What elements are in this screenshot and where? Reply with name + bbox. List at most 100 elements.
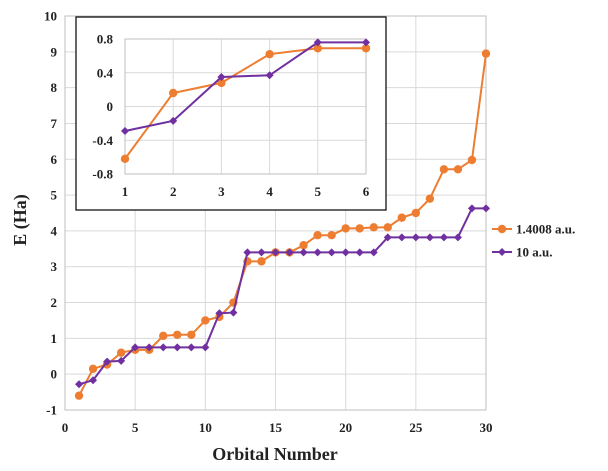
inset-plot-border xyxy=(124,38,367,175)
inset-data-point xyxy=(361,44,371,53)
data-point xyxy=(397,233,406,242)
x-axis-title: Orbital Number xyxy=(212,444,338,464)
inset-x-tick-label: 6 xyxy=(363,184,370,199)
data-point xyxy=(116,348,126,357)
data-point xyxy=(481,49,491,58)
data-point xyxy=(187,343,196,352)
legend-label: 10 a.u. xyxy=(516,245,552,260)
data-point xyxy=(173,330,182,339)
data-point xyxy=(271,248,280,257)
inset-y-tick-label: 0 xyxy=(107,99,114,114)
y-tick-label: 2 xyxy=(51,295,58,310)
inset-data-point xyxy=(169,116,178,125)
legend-marker xyxy=(497,224,507,234)
inset-x-tick-label: 5 xyxy=(315,184,322,199)
inset-data-point xyxy=(120,154,130,164)
y-axis-title: E (Ha) xyxy=(10,194,31,246)
data-point xyxy=(103,357,112,366)
main-series xyxy=(74,49,491,400)
data-point xyxy=(117,356,126,365)
legend-marker xyxy=(498,248,506,256)
data-point xyxy=(131,343,140,352)
y-tick-label: -1 xyxy=(46,403,57,418)
y-tick-label: 4 xyxy=(51,223,58,238)
data-point xyxy=(411,208,421,218)
legend-label: 1.4008 a.u. xyxy=(516,222,575,237)
inset-series-line xyxy=(124,47,366,160)
data-point xyxy=(285,248,294,257)
inset-data-point xyxy=(362,38,370,47)
data-point xyxy=(355,224,364,233)
inset-y-tick-label: 0.4 xyxy=(97,65,114,80)
data-point xyxy=(453,165,463,174)
inset-series-line xyxy=(124,41,366,132)
data-point xyxy=(299,241,308,250)
data-point xyxy=(341,224,350,233)
data-point xyxy=(74,391,84,400)
data-point xyxy=(229,308,238,317)
inset-data-point xyxy=(265,49,274,59)
data-point xyxy=(467,155,477,165)
data-point xyxy=(313,231,322,240)
inset-gridlines xyxy=(124,38,367,175)
inset-data-point xyxy=(217,72,226,81)
inset-data-point xyxy=(121,126,129,135)
data-point xyxy=(313,248,322,257)
inset-data-point xyxy=(217,78,226,88)
main-axes xyxy=(64,15,487,411)
x-tick-label: 30 xyxy=(480,420,493,435)
y-tick-label: 3 xyxy=(51,259,58,274)
data-point xyxy=(159,343,168,352)
y-tick-label: 0 xyxy=(51,367,58,382)
inset-series xyxy=(120,38,371,164)
inset-data-point xyxy=(265,71,274,80)
inset-data-point xyxy=(169,88,178,98)
data-point xyxy=(201,343,210,352)
data-point xyxy=(341,248,350,257)
data-point xyxy=(187,330,196,339)
data-point xyxy=(439,165,449,174)
data-point xyxy=(425,194,435,203)
data-point xyxy=(411,233,420,242)
data-point xyxy=(159,331,168,341)
data-point xyxy=(327,248,336,257)
inset-y-tick-label: -0.4 xyxy=(92,133,113,148)
y-tick-label: 8 xyxy=(51,80,58,95)
data-point xyxy=(88,364,98,374)
x-tick-label: 10 xyxy=(199,420,212,435)
inset-data-point xyxy=(313,44,322,53)
data-point xyxy=(467,204,476,213)
y-tick-label: 7 xyxy=(51,116,58,131)
data-point xyxy=(397,213,406,222)
data-point xyxy=(257,248,266,257)
y-tick-label: 1 xyxy=(51,331,58,346)
plot-area-border xyxy=(64,15,487,411)
data-point xyxy=(201,316,210,325)
x-tick-label: 15 xyxy=(269,420,283,435)
inset-y-tick-label: -0.8 xyxy=(92,167,113,182)
y-tick-label: 5 xyxy=(51,188,58,203)
data-point xyxy=(327,231,336,240)
data-point xyxy=(75,380,84,389)
y-tick-label: 9 xyxy=(51,44,58,59)
data-point xyxy=(425,233,434,242)
data-point xyxy=(215,309,224,318)
data-point xyxy=(369,248,378,257)
data-point xyxy=(173,343,182,352)
data-point xyxy=(145,343,154,352)
inset-x-tick-label: 4 xyxy=(266,184,273,199)
x-tick-label: 20 xyxy=(339,420,352,435)
legend: 1.4008 a.u. 10 a.u. xyxy=(492,222,575,260)
data-point xyxy=(89,376,98,385)
data-point xyxy=(439,233,448,242)
data-point xyxy=(482,204,490,213)
data-point xyxy=(369,223,378,232)
inset-x-tick-label: 1 xyxy=(122,184,129,199)
data-point xyxy=(243,248,252,257)
x-tick-label: 0 xyxy=(62,420,69,435)
inset-chart: -0.8 -0.4 0 0.4 0.8 1 2 3 4 5 6 xyxy=(75,16,387,211)
data-point xyxy=(355,248,364,257)
